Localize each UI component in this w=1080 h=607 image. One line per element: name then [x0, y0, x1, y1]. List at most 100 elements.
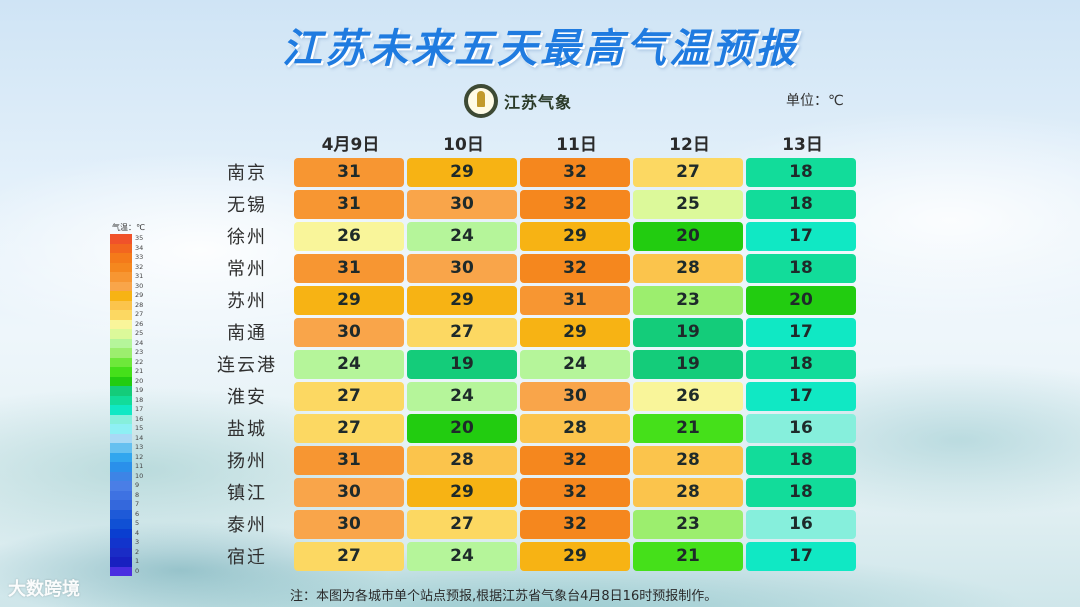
legend-swatch — [110, 528, 132, 538]
temperature-cell: 24 — [407, 221, 517, 251]
temperature-cell: 17 — [746, 221, 856, 251]
table-row: 无锡 31 30 32 25 18 — [200, 188, 859, 220]
city-label: 常州 — [227, 259, 267, 280]
unit-label: 单位：℃ — [786, 93, 844, 109]
temperature-cell: 19 — [407, 349, 517, 379]
legend-swatch — [110, 557, 132, 567]
table-row: 南京 31 29 32 27 18 — [200, 156, 859, 188]
table-row: 连云港 24 19 24 19 18 — [200, 348, 859, 380]
temperature-cell: 18 — [746, 157, 856, 187]
legend-swatch — [110, 443, 132, 453]
temperature-cell: 30 — [294, 317, 404, 347]
table-row: 徐州 26 24 29 20 17 — [200, 220, 859, 252]
city-label: 苏州 — [227, 291, 267, 312]
column-header: 11日 — [556, 134, 597, 155]
table-row: 扬州 31 28 32 28 18 — [200, 444, 859, 476]
legend-item: 17 — [110, 405, 145, 415]
legend-label: 2 — [135, 547, 140, 556]
city-label: 泰州 — [227, 515, 267, 536]
temperature-cell: 28 — [520, 413, 630, 443]
table-header: 4月9日 10日 11日 12日 13日 — [200, 128, 859, 156]
legend-label: 1 — [135, 557, 140, 565]
legend-item: 13 — [110, 443, 145, 453]
legend-label: 3 — [135, 538, 140, 546]
legend-swatch — [110, 414, 132, 424]
column-header: 10日 — [443, 134, 484, 155]
legend-item: 7 — [110, 500, 145, 510]
page-title: 江苏未来五天最高气温预报 — [282, 26, 798, 72]
city-label: 宿迁 — [227, 547, 267, 568]
legend-swatch — [110, 281, 132, 291]
temperature-cell: 32 — [520, 253, 630, 283]
legend-item: 28 — [110, 300, 145, 310]
temperature-cell: 28 — [633, 445, 743, 475]
legend-swatch — [110, 500, 132, 510]
temperature-cell: 29 — [520, 317, 630, 347]
legend-item: 16 — [110, 414, 145, 424]
temperature-cell: 24 — [294, 349, 404, 379]
legend-label: 10 — [135, 471, 144, 480]
temperature-cell: 24 — [520, 349, 630, 379]
legend-item: 24 — [110, 338, 145, 348]
legend-swatch — [110, 386, 132, 396]
legend-item: 26 — [110, 319, 145, 329]
legend-swatch — [110, 433, 132, 443]
legend-item: 11 — [110, 462, 145, 472]
legend-label: 24 — [135, 338, 144, 347]
temperature-cell: 17 — [746, 381, 856, 411]
table-body: 南京 31 29 32 27 18 无锡 31 30 32 25 18 徐州 26 24 29 20 17 常州 31… — [200, 156, 859, 572]
column-header: 12日 — [669, 134, 710, 155]
temperature-cell: 29 — [407, 477, 517, 507]
table-row: 泰州 30 27 32 23 16 — [200, 508, 859, 540]
legend-label: 9 — [135, 481, 140, 489]
city-label: 盐城 — [227, 419, 267, 440]
legend-item: 34 — [110, 243, 145, 253]
table-row: 苏州 29 29 31 23 20 — [200, 284, 859, 316]
legend-item: 22 — [110, 357, 145, 367]
column-header: 4月9日 — [321, 134, 380, 155]
temperature-cell: 19 — [633, 317, 743, 347]
temperature-cell: 17 — [746, 541, 856, 571]
legend-item: 10 — [110, 471, 145, 481]
temperature-cell: 25 — [633, 189, 743, 219]
temperature-cell: 27 — [294, 413, 404, 443]
legend-item: 31 — [110, 272, 145, 282]
legend-item: 23 — [110, 348, 145, 358]
temperature-cell: 32 — [520, 477, 630, 507]
weather-bureau-emblem-icon — [464, 84, 498, 118]
legend-label: 11 — [135, 462, 144, 470]
legend-item: 0 — [110, 566, 145, 576]
legend-item: 20 — [110, 376, 145, 386]
legend-label: 8 — [135, 490, 140, 499]
legend-item: 2 — [110, 547, 145, 557]
city-label: 淮安 — [227, 387, 267, 408]
legend-item: 1 — [110, 557, 145, 567]
legend-item: 14 — [110, 433, 145, 443]
legend-label: 29 — [135, 291, 144, 299]
temperature-cell: 27 — [407, 509, 517, 539]
temperature-cell: 18 — [746, 189, 856, 219]
table-row: 宿迁 27 24 29 21 17 — [200, 540, 859, 572]
temperature-cell: 30 — [520, 381, 630, 411]
watermark: 大数跨境 — [8, 579, 80, 600]
legend-swatch — [110, 348, 132, 358]
legend-item: 29 — [110, 291, 145, 301]
legend-label: 32 — [135, 262, 144, 271]
temperature-cell: 20 — [746, 285, 856, 315]
legend-label: 33 — [135, 253, 144, 261]
legend-swatch — [110, 452, 132, 462]
temperature-cell: 20 — [407, 413, 517, 443]
legend-item: 18 — [110, 395, 145, 405]
legend-label: 13 — [135, 443, 144, 451]
temperature-legend: 气温：℃ 35 34 33 32 31 30 29 28 27 26 25 24 23 22 21 20 19 1… — [110, 222, 145, 576]
temperature-cell: 30 — [294, 477, 404, 507]
legend-label: 0 — [135, 566, 140, 575]
temperature-cell: 31 — [294, 157, 404, 187]
temperature-cell: 32 — [520, 509, 630, 539]
city-label: 南京 — [227, 163, 267, 184]
city-label: 无锡 — [227, 195, 267, 216]
legend-label: 34 — [135, 243, 144, 252]
legend-label: 12 — [135, 452, 144, 461]
legend-swatch — [110, 329, 132, 339]
legend-label: 22 — [135, 357, 144, 366]
